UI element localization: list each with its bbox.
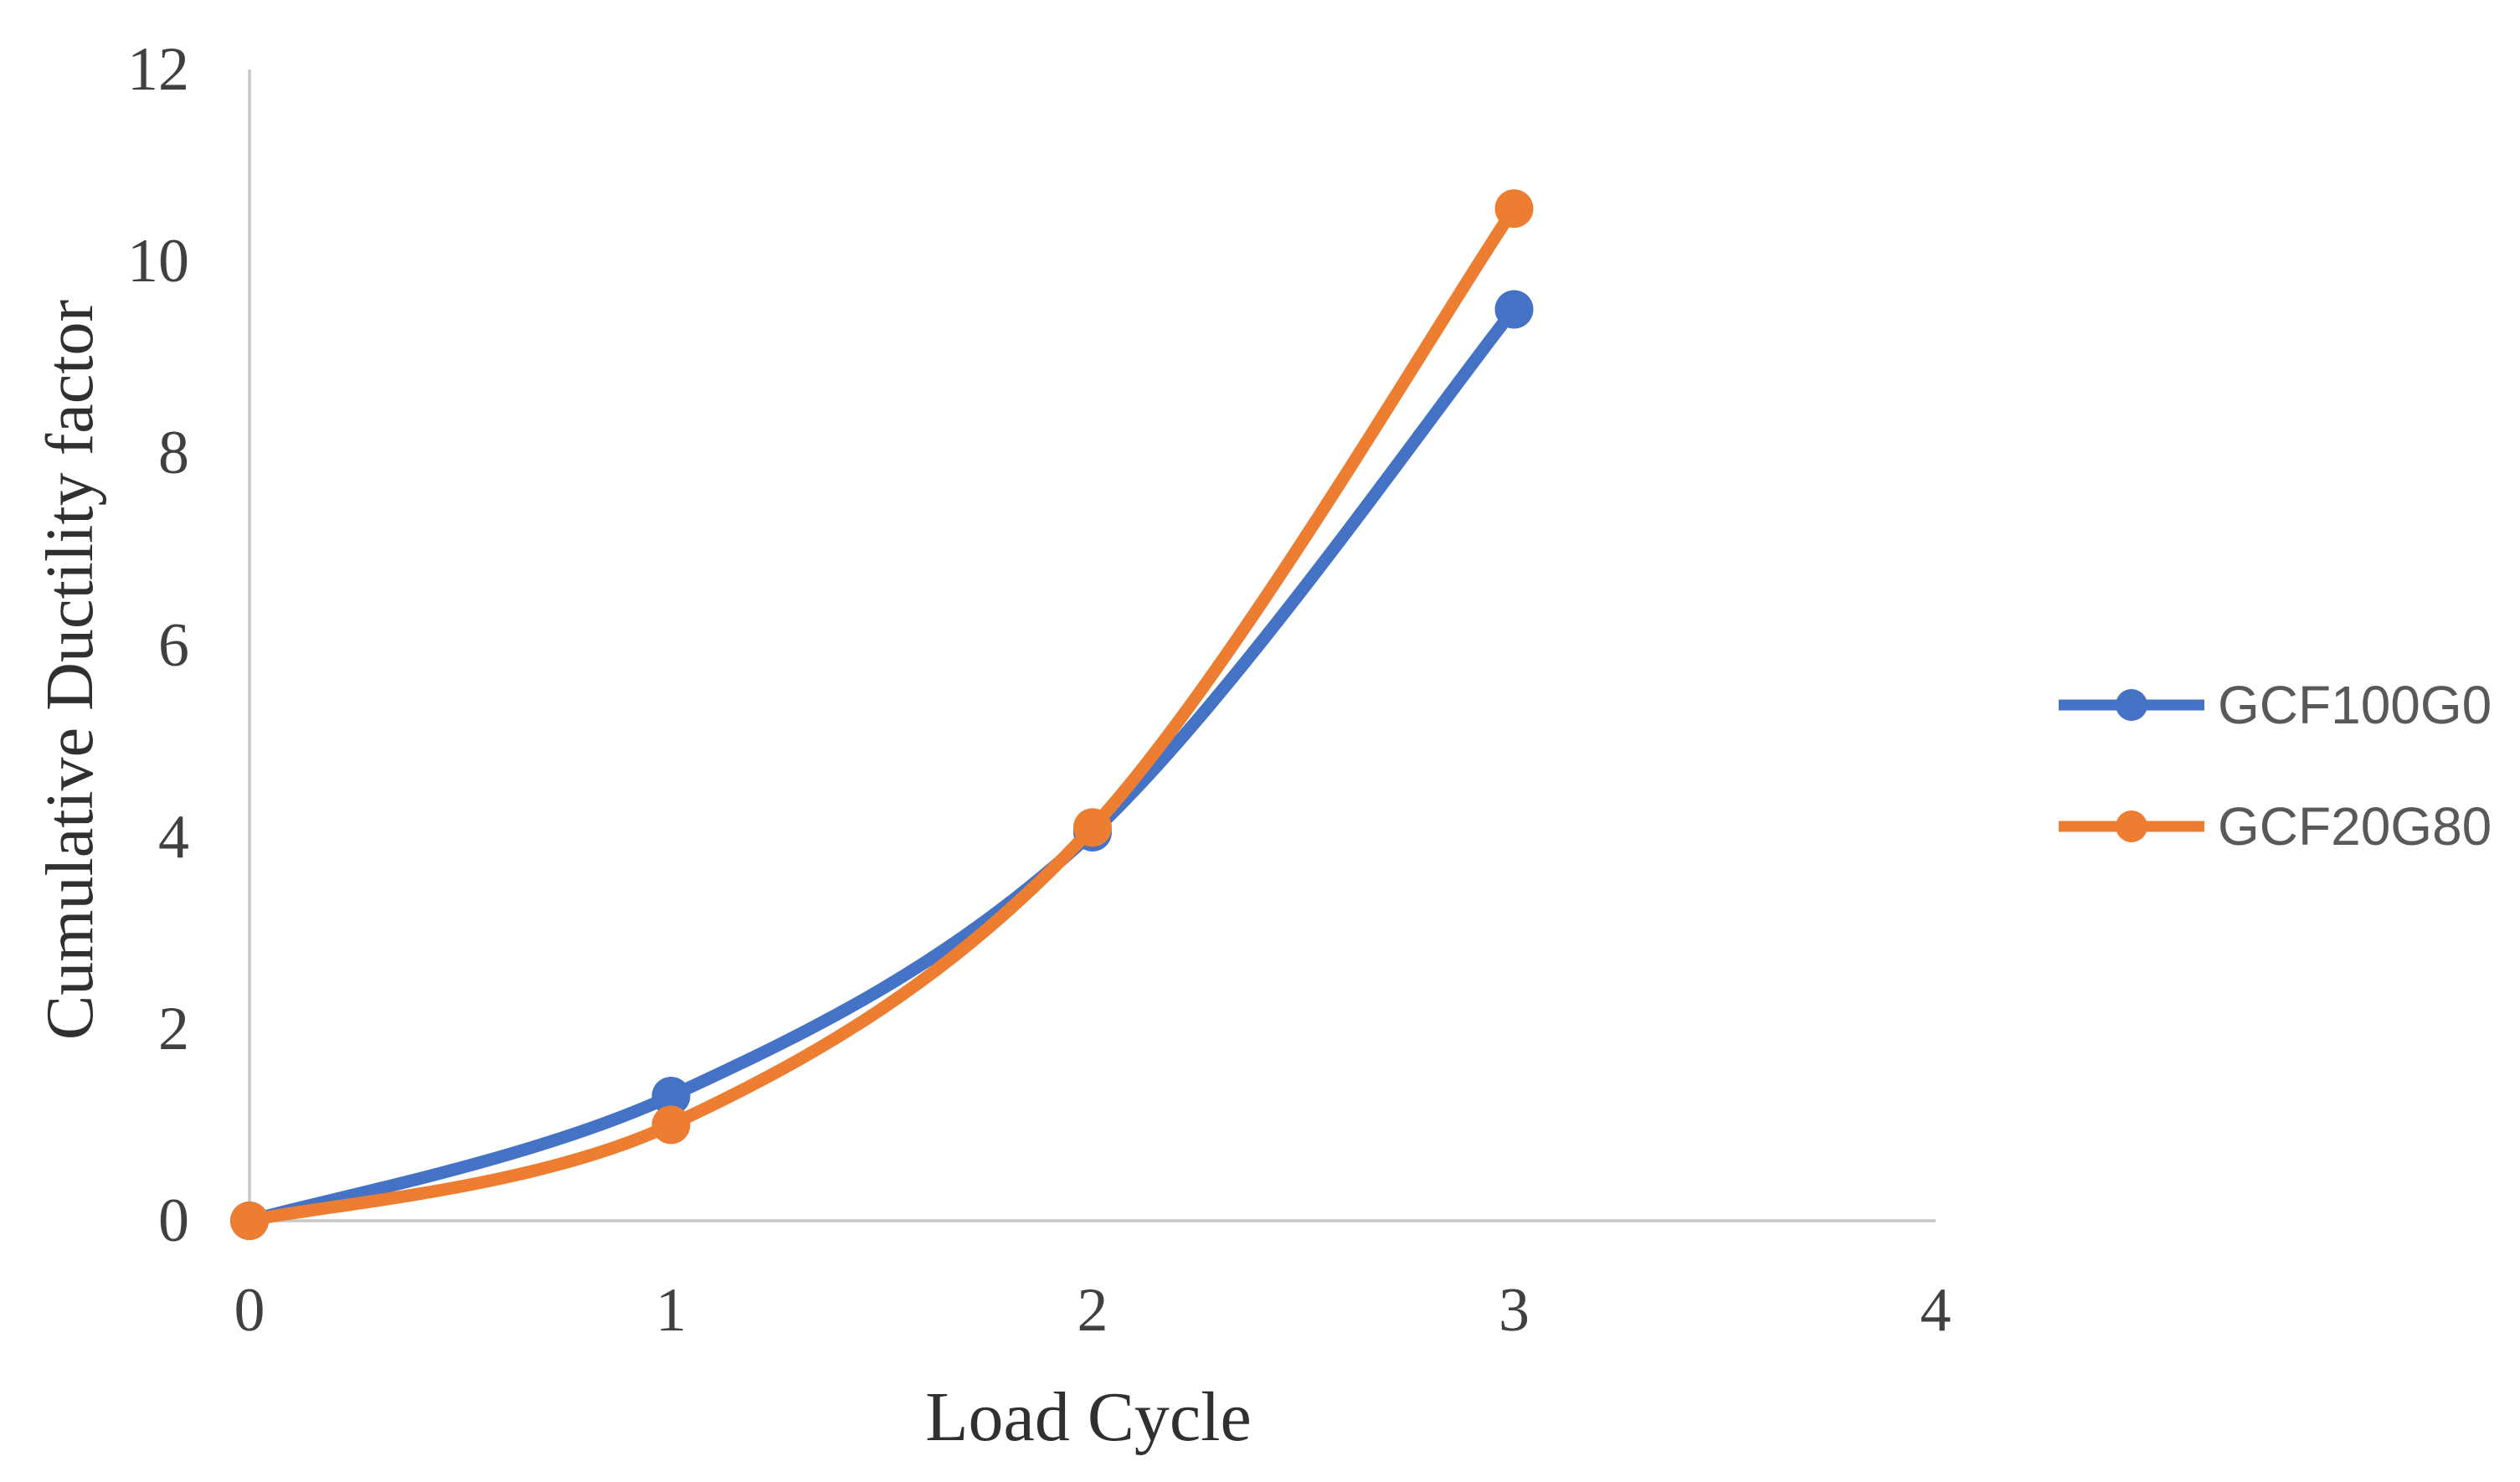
x-axis-title: Load Cycle [925,1378,1252,1456]
x-tick-label: 1 [656,1276,687,1345]
x-tick-label: 4 [1920,1276,1952,1345]
legend-label: GCF20G80 [2218,796,2492,857]
y-tick-label: 0 [158,1186,189,1255]
legend-marker-icon [2059,810,2204,842]
data-point-GCF20G80 [1494,189,1534,229]
y-tick-label: 10 [127,227,189,296]
legend-marker-icon [2059,689,2204,721]
x-tick-label: 2 [1077,1276,1108,1345]
series-line-GCF100G0 [243,302,1520,1227]
series-line-GCF20G80 [243,202,1520,1227]
data-point-GCF20G80 [230,1202,269,1240]
y-tick-label: 8 [158,419,189,488]
x-tick-label: 0 [234,1276,265,1345]
y-tick-label: 4 [158,802,189,872]
data-point-GCF100G0 [651,1077,691,1116]
x-tick-label: 3 [1499,1276,1530,1345]
data-point-GCF100G0 [1494,290,1534,329]
y-tick-label: 6 [158,610,189,680]
legend-entry-GCF100G0: GCF100G0 [2055,672,2492,738]
legend-entry-GCF20G80: GCF20G80 [2055,793,2492,860]
data-point-GCF20G80 [1073,808,1112,847]
y-tick-label: 12 [127,35,189,104]
data-point-GCF20G80 [651,1105,691,1145]
y-tick-label: 2 [158,994,189,1063]
legend-label: GCF100G0 [2218,675,2492,735]
